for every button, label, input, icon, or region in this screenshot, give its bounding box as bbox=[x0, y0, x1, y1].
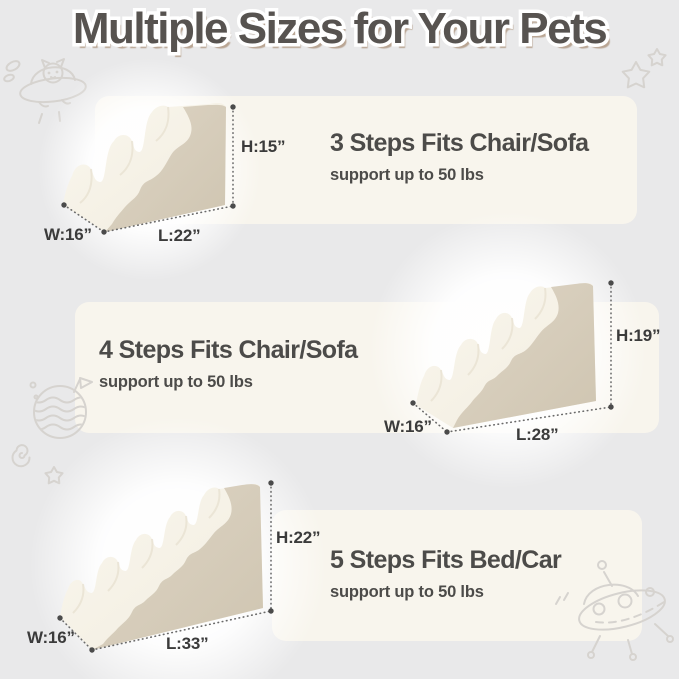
page-title-outline: Multiple Sizes for Your Pets bbox=[69, 1, 611, 57]
height-label-3-step: H:15” bbox=[241, 137, 286, 156]
section-subheading-4-step: support up to 50 lbs bbox=[99, 373, 253, 391]
page-title-text: Multiple Sizes for Your Pets bbox=[72, 4, 608, 53]
section-heading-4-step: 4 Steps Fits Chair/Sofa bbox=[99, 336, 358, 364]
height-label-4-step: H:19” bbox=[616, 326, 661, 345]
planet-flag-icon bbox=[29, 377, 93, 439]
width-label-3-step: W:16” bbox=[44, 225, 92, 244]
section-text-3-step: 3 Steps Fits Chair/Sofa support up to 50… bbox=[330, 129, 589, 185]
pet-stairs-3-step-image bbox=[63, 103, 226, 232]
length-label-4-step: L:28” bbox=[516, 425, 559, 444]
info-card-5-step bbox=[272, 510, 642, 641]
section-heading-3-step: 3 Steps Fits Chair/Sofa bbox=[330, 129, 589, 157]
section-heading-5-step: 5 Steps Fits Bed/Car bbox=[330, 546, 562, 574]
section-text-5-step: 5 Steps Fits Bed/Car support up to 50 lb… bbox=[330, 546, 562, 602]
pet-stairs-4-step-image bbox=[416, 282, 596, 428]
pet-stairs-5-step-image bbox=[60, 483, 263, 650]
stars-icon bbox=[621, 48, 667, 89]
width-label-5-step: W:16” bbox=[27, 628, 75, 647]
section-subheading-3-step: support up to 50 lbs bbox=[330, 166, 484, 184]
section-text-4-step: 4 Steps Fits Chair/Sofa support up to 50… bbox=[99, 336, 358, 392]
height-label-5-step: H:22” bbox=[276, 528, 321, 547]
page-title: Multiple Sizes for Your Pets Multiple Si… bbox=[0, 1, 679, 68]
section-subheading-5-step: support up to 50 lbs bbox=[330, 583, 484, 601]
length-label-3-step: L:22” bbox=[158, 226, 201, 245]
width-label-4-step: W:16” bbox=[384, 417, 432, 436]
length-label-5-step: L:33” bbox=[166, 634, 209, 653]
ufo-icon bbox=[555, 560, 674, 661]
